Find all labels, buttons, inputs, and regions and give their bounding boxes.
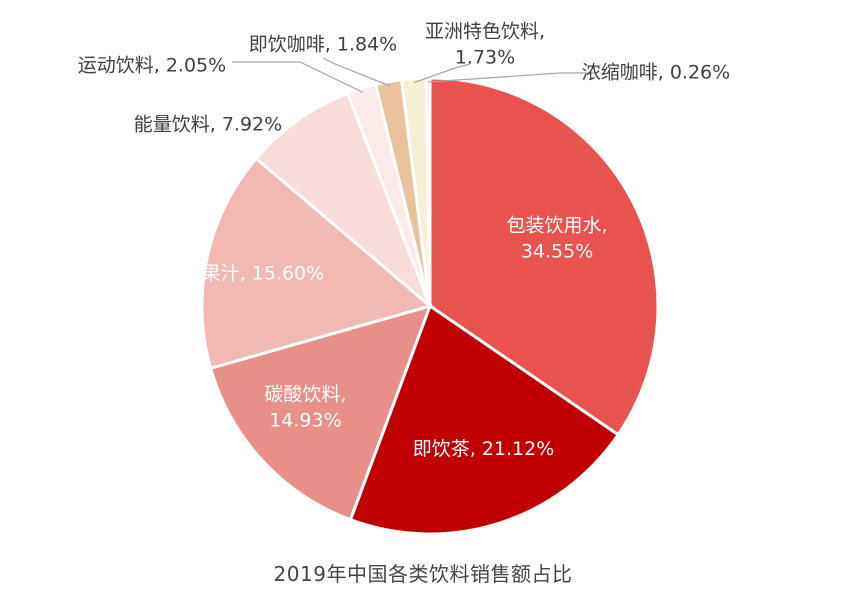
labels-layer: 包装饮用水, 34.55% 即饮茶, 21.12% 碳酸饮料, 14.93% 果汁, 15… <box>78 21 730 460</box>
leader-line-7 <box>322 57 390 87</box>
slice-label-6-line-1: 运动饮料, 2.05% <box>78 55 226 77</box>
chart-caption: 2019年中国各类饮料销售额占比 <box>273 562 573 586</box>
slice-label-1-line-1: 包装饮用水, <box>507 214 608 236</box>
slice-label-1-line-2: 34.55% <box>521 240 593 262</box>
slice-label-3-line-2: 14.93% <box>269 410 341 432</box>
leader-line-6 <box>232 61 363 93</box>
leader-lines-layer <box>232 57 595 93</box>
leader-line-9 <box>428 72 595 83</box>
slice-label-7-line-1: 即饮咖啡, 1.84% <box>249 34 397 56</box>
slice-label-8-line-2: 1.73% <box>455 47 515 69</box>
pie-slice-1 <box>428 76 660 437</box>
leader-line-8 <box>413 63 471 84</box>
pie-slice-4 <box>200 156 434 371</box>
slice-label-9-line-1: 浓缩咖啡, 0.26% <box>582 62 730 84</box>
slice-label-5-line-1: 能量饮料, 7.92% <box>134 114 282 136</box>
pie-slice-3 <box>208 303 433 522</box>
pie-slice-5 <box>254 91 432 308</box>
slice-label-8-line-1: 亚洲特色饮料, <box>425 21 545 43</box>
slice-label-4-line-1: 果汁, 15.60% <box>202 263 325 285</box>
pie-slice-2 <box>348 303 621 536</box>
slice-label-2-line-1: 即饮茶, 21.12% <box>413 438 555 460</box>
slices-layer <box>200 76 660 536</box>
slice-label-3-line-1: 碳酸饮料, <box>264 384 346 406</box>
